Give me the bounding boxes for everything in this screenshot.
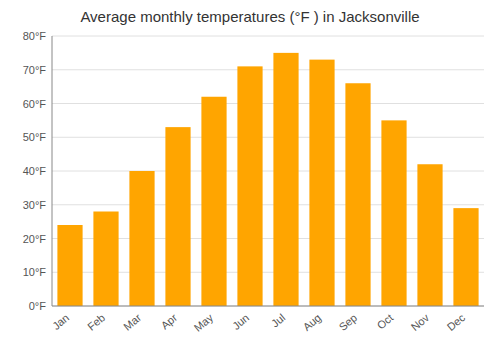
bar: [417, 164, 442, 306]
y-tick-label: 10°F: [23, 266, 47, 278]
x-axis: Jan Feb Mar Apr May Jun Jul Aug Sep Oct Nov Dec: [50, 311, 468, 334]
chart-svg: Average monthly temperatures (°F ) in Ja…: [0, 0, 500, 350]
x-tick-label: Jul: [269, 311, 287, 329]
bar: [165, 127, 190, 306]
y-tick-label: 70°F: [23, 64, 47, 76]
x-tick-label: Dec: [445, 311, 468, 333]
y-tick-label: 0°F: [29, 300, 47, 312]
y-axis-line: [52, 36, 53, 306]
bar: [273, 53, 298, 306]
bars: [57, 53, 478, 306]
x-tick-label: May: [192, 311, 216, 334]
x-tick-label: Apr: [158, 311, 179, 331]
y-tick-label: 50°F: [23, 131, 47, 143]
bar: [129, 171, 154, 306]
x-tick-label: Mar: [121, 311, 143, 333]
bar: [345, 83, 370, 306]
bar: [309, 60, 334, 306]
x-tick-label: Nov: [409, 311, 432, 333]
x-tick-label: Jan: [50, 311, 71, 332]
y-tick-label: 20°F: [23, 233, 47, 245]
grid: [52, 36, 484, 306]
x-tick-label: Sep: [337, 311, 360, 333]
bar: [381, 120, 406, 306]
grid-line: [52, 137, 484, 138]
bar: [57, 225, 82, 306]
bar: [93, 212, 118, 307]
x-tick-label: Aug: [301, 311, 324, 333]
x-tick-label: Oct: [374, 311, 395, 331]
y-tick-label: 80°F: [23, 30, 47, 42]
background: [0, 0, 500, 350]
x-axis-line: [52, 306, 484, 307]
y-tick-label: 60°F: [23, 98, 47, 110]
bar: [237, 66, 262, 306]
chart-container: Average monthly temperatures (°F ) in Ja…: [0, 0, 500, 350]
x-tick-label: Jun: [230, 311, 251, 332]
bar: [201, 97, 226, 306]
y-tick-label: 30°F: [23, 199, 47, 211]
grid-line: [52, 103, 484, 104]
bar: [453, 208, 478, 306]
title: Average monthly temperatures (°F ) in Ja…: [80, 8, 419, 25]
y-tick-label: 40°F: [23, 165, 47, 177]
grid-line: [52, 69, 484, 70]
y-axis: 0°F 10°F 20°F 30°F 40°F 50°F 60°F 70°F 80°F: [23, 30, 47, 312]
grid-line: [52, 306, 484, 307]
x-tick-label: Feb: [85, 311, 107, 332]
grid-line: [52, 36, 484, 37]
